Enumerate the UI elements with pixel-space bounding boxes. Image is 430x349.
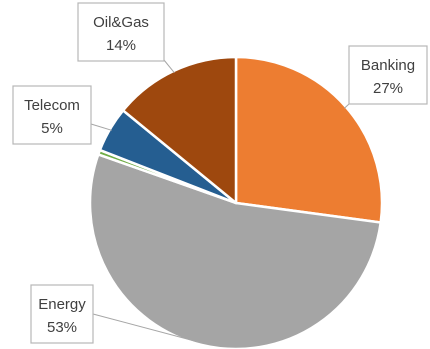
data-label-box xyxy=(12,85,92,145)
slice-labels: Banking 27% Energy 53% Telecom 5% Oil&Gas 14% xyxy=(12,2,428,344)
data-label-banking: Banking 27% xyxy=(348,45,428,105)
data-label-value: 14% xyxy=(106,37,136,54)
data-label-category: Energy xyxy=(38,296,86,313)
leader-line-oil-gas xyxy=(163,59,175,74)
data-label-box xyxy=(77,2,165,62)
data-label-value: 53% xyxy=(47,319,77,336)
data-label-oil-gas: Oil&Gas 14% xyxy=(77,2,165,62)
leader-lines xyxy=(90,59,350,344)
data-label-box xyxy=(30,284,94,344)
data-label-box xyxy=(348,45,428,105)
pie-slice-energy xyxy=(88,153,382,349)
data-label-category: Banking xyxy=(361,57,415,74)
data-label-value: 27% xyxy=(373,80,403,97)
data-label-value: 5% xyxy=(41,120,63,137)
leader-line-energy xyxy=(92,313,203,344)
data-label-category: Oil&Gas xyxy=(93,14,149,31)
pie-slices xyxy=(88,55,384,349)
data-label-energy: Energy 53% xyxy=(30,284,94,344)
leader-line-telecom xyxy=(90,123,112,131)
data-label-telecom: Telecom 5% xyxy=(12,85,92,145)
leader-line-banking xyxy=(344,103,350,109)
data-label-category: Telecom xyxy=(24,97,80,114)
